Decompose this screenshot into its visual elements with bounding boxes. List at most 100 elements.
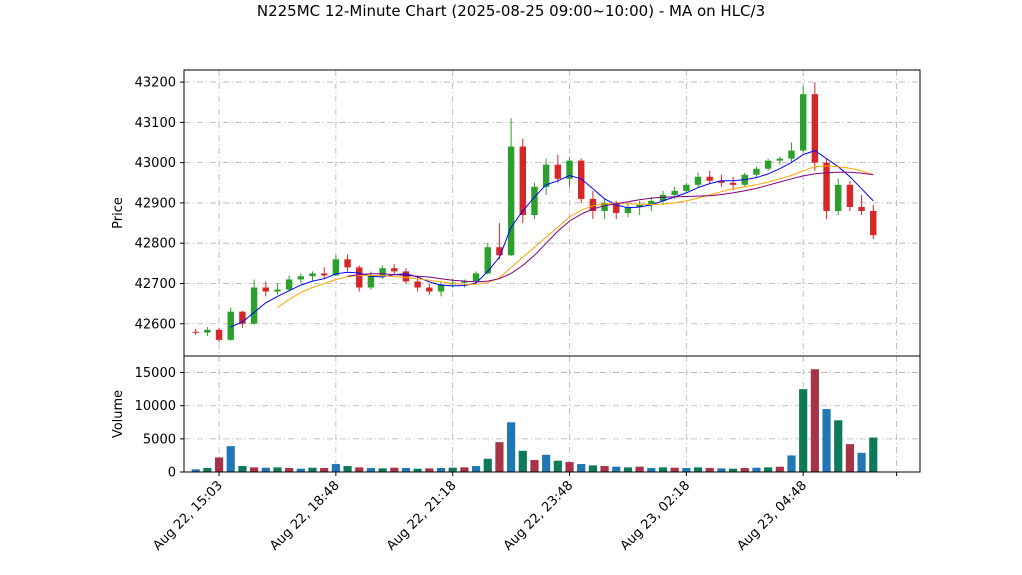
volume-bar xyxy=(203,468,212,472)
volume-bar xyxy=(588,465,597,472)
volume-bar xyxy=(483,458,492,472)
candle-body xyxy=(718,180,725,183)
price-axis-label: Price xyxy=(111,197,126,229)
candle-body xyxy=(414,281,421,288)
candle-body xyxy=(624,206,632,213)
volume-bar xyxy=(822,409,831,472)
volume-bar xyxy=(553,460,562,472)
volume-bar xyxy=(296,468,305,472)
x-tick-label: Aug 22, 15:03 xyxy=(150,478,226,554)
volume-bar xyxy=(436,468,446,472)
volume-bar xyxy=(390,467,399,472)
candle-body xyxy=(204,329,211,333)
candle-body xyxy=(215,329,223,340)
volume-bar xyxy=(425,468,434,472)
candle-body xyxy=(285,279,293,290)
candle-body xyxy=(367,275,375,288)
candle-body xyxy=(250,287,258,324)
candle-body xyxy=(566,160,573,179)
candle-body xyxy=(776,158,784,161)
volume-bar xyxy=(670,467,679,472)
volume-bar xyxy=(401,468,411,472)
chart-title: N225MC 12-Minute Chart (2025-08-25 09:00… xyxy=(257,2,765,20)
candle-body xyxy=(426,287,433,292)
candle-body xyxy=(461,281,468,283)
candle-body xyxy=(694,176,702,185)
volume-bar xyxy=(869,437,878,472)
candle-body xyxy=(437,284,445,292)
candle-body xyxy=(706,176,713,181)
candle-body xyxy=(274,289,281,292)
candle-body xyxy=(799,94,807,151)
volume-bar xyxy=(752,467,761,472)
volume-bar xyxy=(647,468,656,472)
volume-bar xyxy=(717,468,726,472)
x-tick-label: Aug 22, 21:18 xyxy=(384,478,460,554)
candle-body xyxy=(811,94,819,163)
volume-bar xyxy=(285,468,294,472)
x-tick-label: Aug 23, 02:18 xyxy=(618,478,694,554)
candle-body xyxy=(542,164,550,187)
volume-bar xyxy=(542,454,551,472)
candle-body xyxy=(379,268,386,276)
volume-bar xyxy=(635,466,644,472)
volume-bar xyxy=(658,467,668,472)
price-panel-frame xyxy=(184,70,920,356)
candle-body xyxy=(846,184,854,207)
volume-bar xyxy=(413,468,422,472)
volume-bar xyxy=(343,466,352,472)
candle-body xyxy=(320,273,328,276)
x-axis-ticks: Aug 22, 15:03 Aug 22, 18:48 Aug 22, 21:18 A… xyxy=(150,472,898,554)
volume-bar xyxy=(366,468,376,472)
volume-bar xyxy=(728,468,738,472)
volume-panel: 0 5000 10000 15000 Volume xyxy=(111,355,921,481)
volume-bar xyxy=(226,446,235,472)
candle-body xyxy=(344,259,351,268)
volume-bar xyxy=(530,460,539,472)
volume-bar xyxy=(378,468,387,472)
candle-body xyxy=(858,206,865,211)
candle-body xyxy=(870,210,877,236)
candle-body xyxy=(683,184,690,191)
candle-body xyxy=(659,194,667,201)
candle-body xyxy=(531,186,538,216)
volume-bar xyxy=(600,466,609,472)
volume-bar xyxy=(214,457,224,472)
price-tick-label: 42900 xyxy=(135,196,176,211)
volume-bar xyxy=(273,467,282,472)
candle-body xyxy=(636,204,643,207)
volume-bar xyxy=(705,468,714,472)
candle-body xyxy=(472,273,480,282)
volume-axis-label: Volume xyxy=(111,390,126,438)
price-panel: 42600 42700 42800 42900 43000 43100 43200 Pric… xyxy=(111,69,921,357)
volume-tick-label: 10000 xyxy=(135,399,176,414)
volume-tick-label: 5000 xyxy=(143,432,176,447)
volume-bar xyxy=(577,464,586,472)
candle-body xyxy=(753,168,760,175)
candle-body xyxy=(554,164,562,179)
candle-body xyxy=(239,311,246,324)
candle-body xyxy=(613,202,620,213)
candlestick-series xyxy=(192,82,877,342)
volume-panel-frame xyxy=(184,356,920,472)
candle-body xyxy=(788,150,795,159)
candle-body xyxy=(402,271,410,282)
candle-body xyxy=(332,259,340,276)
volume-bar xyxy=(764,467,773,472)
candle-body xyxy=(297,276,305,280)
volume-bar xyxy=(857,452,866,472)
volume-tick-label: 15000 xyxy=(135,366,176,381)
volume-bar xyxy=(250,467,259,472)
volume-bar xyxy=(238,466,247,472)
volume-panel-border xyxy=(183,355,921,473)
candle-body xyxy=(589,198,597,211)
candle-body xyxy=(823,162,830,211)
volume-tick-label: 0 xyxy=(168,466,176,481)
volume-bar xyxy=(775,466,784,472)
ma-mid-line xyxy=(277,165,874,309)
price-tick-label: 43000 xyxy=(135,156,176,171)
price-tick-label: 43200 xyxy=(135,76,176,91)
candle-body xyxy=(835,184,842,211)
candle-body xyxy=(391,268,398,272)
candle-body xyxy=(192,331,199,333)
